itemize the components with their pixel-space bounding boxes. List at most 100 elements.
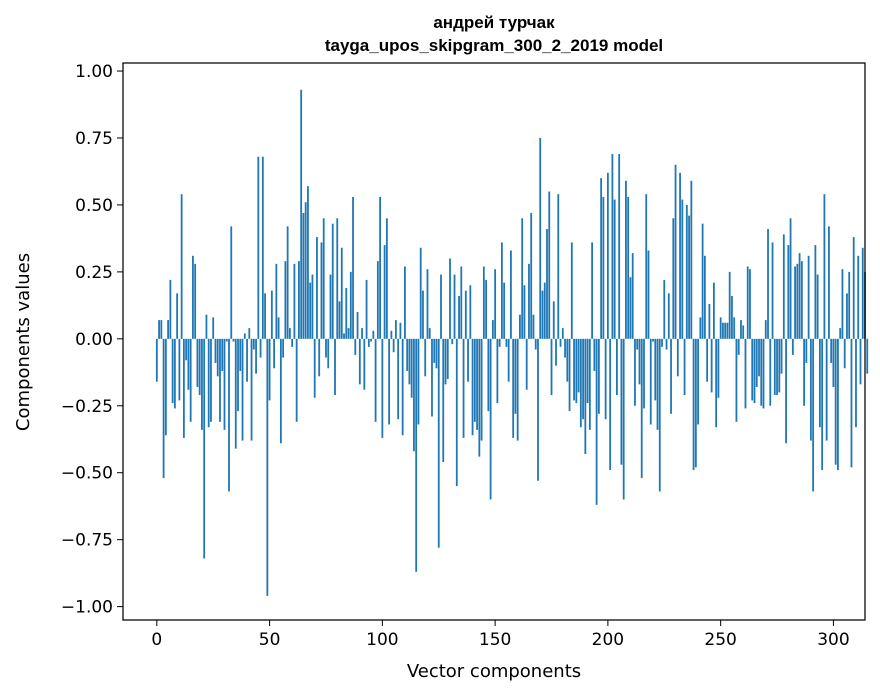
bar	[848, 271, 851, 339]
bar	[706, 338, 709, 382]
bar	[681, 199, 684, 339]
bar	[388, 338, 391, 425]
bar	[604, 338, 607, 420]
bar	[498, 338, 501, 347]
bar	[519, 314, 521, 339]
bar	[525, 338, 528, 390]
bar	[453, 274, 456, 339]
bar	[273, 338, 275, 369]
bar	[397, 338, 400, 420]
bar	[298, 261, 300, 339]
bar	[701, 223, 704, 339]
bar	[606, 172, 609, 339]
bar	[329, 274, 332, 339]
bar	[861, 247, 864, 339]
bar	[381, 338, 384, 438]
bar	[796, 263, 799, 339]
bar	[451, 338, 454, 345]
bar	[182, 338, 185, 438]
bar	[724, 322, 727, 339]
bar	[435, 338, 438, 369]
bar	[552, 301, 555, 339]
bar	[496, 338, 499, 404]
bar	[618, 154, 621, 339]
bar	[697, 338, 699, 425]
chart-title: андрей турчак	[433, 13, 555, 32]
bar	[625, 180, 627, 339]
x-tick-label: 250	[704, 630, 736, 650]
bar	[469, 285, 472, 339]
bar	[358, 338, 361, 385]
bar	[316, 237, 318, 339]
y-tick-label: −0.75	[61, 531, 113, 551]
bar	[304, 202, 307, 339]
bar	[399, 322, 402, 339]
bar	[679, 172, 681, 339]
bar	[198, 338, 201, 396]
bar	[658, 338, 661, 492]
bar	[564, 338, 566, 358]
bar	[255, 338, 257, 374]
bar	[613, 199, 616, 339]
bar	[692, 338, 695, 471]
bar	[370, 338, 372, 342]
bar	[805, 338, 808, 363]
bar	[812, 338, 815, 492]
bar	[672, 218, 675, 339]
bar	[837, 338, 839, 471]
bar	[559, 338, 562, 347]
bar	[634, 338, 636, 406]
bar	[776, 338, 778, 396]
bar	[160, 320, 163, 339]
bar	[192, 255, 194, 339]
bar	[422, 290, 424, 339]
bar	[620, 338, 623, 465]
bar	[708, 304, 711, 339]
bar	[309, 282, 312, 339]
bar	[800, 261, 803, 339]
bar	[185, 338, 188, 361]
bar	[162, 338, 165, 479]
bar	[767, 229, 769, 339]
y-axis-ticks: 1.00 0.75 0.50 0.25 0.00 −0.25 −0.50 −0.75 −1.00	[61, 62, 123, 618]
bar	[187, 338, 190, 390]
bar	[561, 328, 564, 339]
bar	[419, 247, 422, 339]
bar	[223, 338, 226, 430]
bar	[392, 338, 395, 353]
bar	[852, 237, 855, 339]
bar	[164, 338, 167, 436]
bar	[722, 322, 724, 339]
bar	[593, 338, 596, 371]
bar	[464, 290, 467, 339]
bar	[688, 215, 690, 339]
bar	[579, 338, 582, 428]
bar	[728, 271, 731, 339]
bar	[248, 328, 251, 339]
bar	[823, 194, 826, 339]
bar	[230, 226, 233, 339]
bar	[667, 293, 670, 339]
bar	[719, 317, 722, 339]
bar	[491, 320, 494, 339]
bar	[787, 245, 790, 339]
bar	[232, 338, 235, 342]
bar	[647, 250, 650, 339]
bar	[595, 338, 598, 505]
bar	[832, 338, 835, 388]
bar	[279, 338, 282, 444]
bar	[726, 322, 729, 339]
bar	[794, 266, 796, 339]
bar	[426, 269, 429, 339]
bar	[363, 338, 366, 390]
bar	[631, 253, 634, 339]
bar	[345, 287, 348, 339]
y-tick-label: −0.25	[61, 397, 113, 417]
bar	[654, 338, 657, 401]
bar	[455, 338, 458, 487]
bar	[582, 338, 584, 420]
bar	[530, 212, 533, 339]
bar	[507, 338, 510, 382]
bar	[760, 338, 763, 406]
bar	[390, 330, 393, 339]
